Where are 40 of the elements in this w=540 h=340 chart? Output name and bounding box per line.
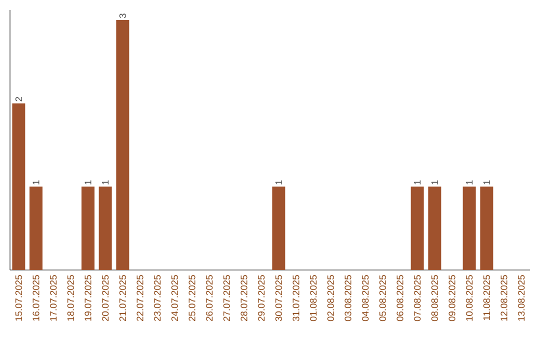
x-tick-label: 16.07.2025: [32, 275, 40, 321]
data-label: 1: [32, 180, 40, 184]
x-tick-label: 27.07.2025: [223, 275, 230, 321]
x-tick-label: 01.08.2025: [310, 275, 317, 322]
x-tick-label: 21.07.2025: [119, 275, 126, 321]
x-tick-label: 31.07.2025: [292, 275, 300, 322]
x-tick-label: 19.07.2025: [84, 275, 92, 321]
x-tick-label: 06.08.2025: [396, 275, 404, 322]
x-tick-label: 23.07.2025: [154, 275, 161, 321]
x-tick-label: 09.08.2025: [448, 275, 456, 322]
x-tick-label: 22.07.2025: [136, 275, 144, 321]
x-tick-label: 07.08.2025: [414, 275, 421, 322]
x-tick-label: 13.08.2025: [518, 275, 525, 321]
data-label: 3: [119, 14, 126, 18]
data-label: 2: [15, 97, 22, 102]
x-tick-label: 08.08.2025: [431, 275, 438, 322]
x-tick-label: 30.07.2025: [275, 275, 282, 322]
x-tick-label: 03.08.2025: [344, 275, 352, 322]
x-tick-label: 18.07.2025: [67, 275, 74, 321]
x-tick-label: 15.07.2025: [15, 275, 22, 321]
x-tick-label: 20.07.2025: [102, 275, 109, 321]
x-tick-label: 24.07.2025: [171, 275, 178, 321]
data-label: 1: [102, 180, 109, 184]
x-tick-label: 12.08.2025: [500, 275, 508, 321]
data-label: 1: [414, 180, 421, 184]
data-label: 1: [466, 180, 473, 184]
x-tick-label: 25.07.2025: [188, 275, 196, 321]
x-tick-label: 29.07.2025: [258, 275, 265, 321]
data-label: 1: [483, 180, 490, 184]
x-tick-label: 02.08.2025: [327, 275, 334, 322]
data-label: 1: [275, 180, 282, 184]
data-label: 1: [84, 180, 92, 184]
x-tick-label: 11.08.2025: [483, 275, 490, 320]
data-label: 1: [431, 180, 438, 184]
x-tick-label: 04.08.2025: [362, 275, 369, 322]
x-tick-label: 10.08.2025: [466, 275, 473, 321]
x-tick-label: 17.07.2025: [50, 275, 57, 321]
x-tick-label: 26.07.2025: [206, 275, 213, 321]
x-tick-label: 05.08.2025: [379, 275, 386, 322]
x-tick-label: 28.07.2025: [240, 275, 248, 321]
